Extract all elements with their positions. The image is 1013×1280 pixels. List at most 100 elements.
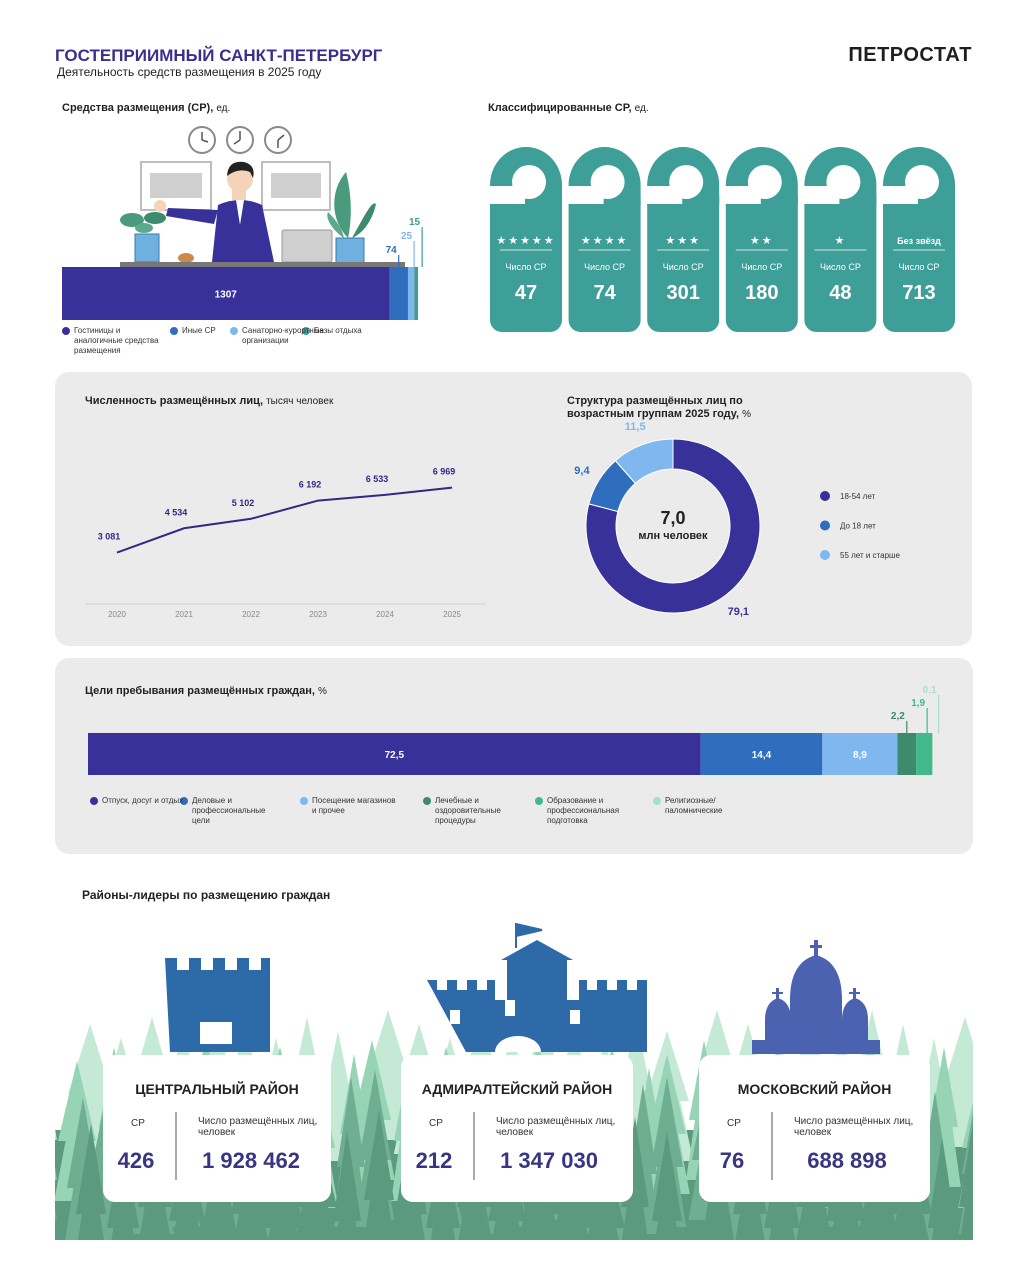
legend-label: Базы отдыха [314, 326, 362, 335]
brand: ПЕТРОСТАТ [848, 44, 972, 66]
tree [981, 1054, 1013, 1194]
x-tick-label: 2022 [242, 610, 260, 619]
legend-marker [90, 797, 98, 805]
reception-illustration [120, 126, 405, 267]
value-label: 9,4 [574, 465, 590, 477]
tree [621, 1117, 649, 1240]
hanger-body [883, 185, 955, 332]
legend-marker [820, 550, 830, 560]
bar-segment [897, 733, 917, 775]
persons-label: Число размещённых лиц, человек [198, 1116, 318, 1138]
district-card [401, 1055, 633, 1202]
hanger-class: ★★★★ [581, 235, 628, 247]
bar-segment [407, 267, 415, 320]
bar-segment [88, 733, 701, 775]
legend-label: Иные СР [182, 326, 216, 335]
tree [980, 1077, 1013, 1227]
legend-label: Посещение магазинов и прочее [312, 796, 396, 815]
legend-marker [820, 520, 830, 531]
bar-segment [916, 733, 933, 775]
hanger-hole [512, 165, 546, 199]
value-label: 25 [401, 231, 413, 242]
tree [333, 1131, 361, 1240]
legend-label: Лечебные и оздоровительные процедуры [435, 796, 501, 825]
value-label: 3 081 [98, 532, 121, 542]
legend-marker [423, 797, 431, 805]
hanger-body [647, 185, 720, 332]
value-label: 1307 [215, 290, 238, 301]
district-name: АДМИРАЛТЕЙСКИЙ РАЙОН [422, 1080, 612, 1097]
legend-marker [230, 327, 238, 335]
title: Цели пребывания размещённых граждан, [85, 685, 315, 697]
bar-segment [700, 733, 823, 775]
tree [55, 1127, 57, 1140]
hanger-hole [826, 165, 861, 199]
tree [959, 1123, 973, 1240]
persons-label: Число размещённых лиц, человек [496, 1116, 616, 1138]
line [116, 486, 453, 554]
legend-label: Деловые и профессиональные цели [192, 796, 266, 825]
castle-central [165, 958, 270, 1052]
x-tick-label: 2020 [108, 610, 126, 619]
persons-value: 1 347 030 [500, 1148, 598, 1173]
legend-label: Отпуск, досуг и отдых [102, 796, 184, 805]
tree [990, 1031, 1013, 1161]
bar-segment [822, 733, 898, 775]
title: Средства размещения (СР), [62, 102, 214, 114]
title: Классифицированные СР, [488, 102, 632, 114]
bar-segment [932, 733, 933, 775]
panel [55, 372, 972, 646]
value-label: 2,2 [891, 711, 905, 722]
persons-label: Число размещённых лиц, человек [794, 1116, 914, 1138]
legend-marker [653, 797, 661, 805]
tree [928, 1138, 956, 1240]
hanger-class: ★★ [750, 235, 774, 247]
hanger-value: 47 [515, 282, 537, 304]
section-title: Средства размещения (СР), ед. [62, 102, 230, 114]
hanger-value: 180 [745, 282, 778, 304]
tree [55, 1167, 57, 1180]
center-unit: млн человек [638, 530, 708, 542]
hanger-class: ★★★★★ [496, 235, 555, 247]
district-card [699, 1055, 930, 1202]
page-subtitle: Деятельность средств размещения в 2025 г… [57, 65, 322, 79]
value-label: 1,9 [911, 698, 925, 709]
tree [364, 1110, 394, 1240]
persons-value: 688 898 [807, 1148, 887, 1173]
hanger-value: 713 [902, 282, 935, 304]
hanger-hole [590, 165, 625, 199]
unit: % [318, 686, 327, 697]
x-tick-label: 2025 [443, 610, 461, 619]
value-label: 79,1 [728, 606, 749, 618]
hanger-label: Число СР [899, 262, 940, 272]
value-label: 0,1 [923, 685, 937, 696]
donut-slice [585, 438, 761, 614]
legend-label: Религиозные/ паломнические [665, 796, 723, 815]
section-title: Районы-лидеры по размещению граждан [82, 888, 331, 902]
legend-marker [180, 797, 188, 805]
value-label: 72,5 [385, 750, 405, 761]
hanger-value: 301 [667, 282, 700, 304]
hanger-body [490, 185, 562, 332]
donut-slice [614, 438, 674, 484]
value-label: 4 534 [165, 507, 188, 517]
value-label: 11,5 [625, 421, 646, 433]
legend-marker [170, 327, 178, 335]
section-title: Численность размещённых лиц, тысяч челов… [85, 395, 333, 407]
district-name: МОСКОВСКИЙ РАЙОН [738, 1080, 892, 1097]
legend-label: 55 лет и старше [840, 551, 900, 560]
legend-label: До 18 лет [840, 522, 876, 531]
x-tick-label: 2021 [175, 610, 193, 619]
title: Структура размещённых лиц по возрастным … [567, 395, 743, 420]
hanger-label: Число СР [663, 262, 704, 272]
value-label: 6 192 [299, 480, 322, 490]
value-label: 8,9 [853, 750, 867, 761]
unit: ед. [634, 103, 649, 114]
page-title: ГОСТЕПРИИМНЫЙ САНКТ-ПЕТЕРБУРГ [55, 46, 383, 65]
hanger-label: Число СР [820, 262, 861, 272]
tree [76, 1124, 106, 1240]
hanger-value: 74 [593, 282, 616, 304]
section-title: Цели пребывания размещённых граждан, % [85, 685, 327, 697]
